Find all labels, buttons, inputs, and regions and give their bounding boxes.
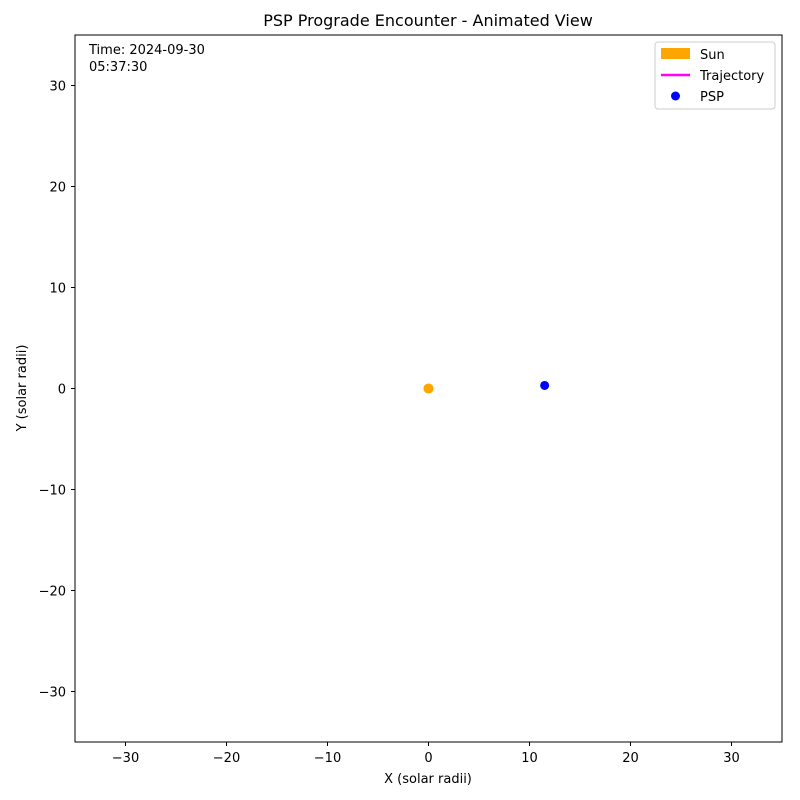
- time-annotation-line2: 05:37:30: [89, 60, 147, 75]
- y-tick-label: −20: [39, 585, 66, 600]
- sun-marker: [423, 383, 434, 394]
- y-tick-label: 30: [49, 80, 66, 95]
- x-tick-label: 20: [622, 751, 639, 766]
- legend-psp-swatch: [671, 91, 680, 101]
- legend-sun-swatch: [661, 48, 690, 59]
- x-axis-label: X (solar radii): [384, 772, 472, 787]
- legend-psp-label: PSP: [700, 90, 724, 105]
- x-tick-label: −30: [112, 751, 139, 766]
- y-tick-label: −10: [39, 484, 66, 499]
- psp-marker: [540, 380, 550, 390]
- y-axis: −30 −20 −10 0 10 20 30: [39, 80, 75, 701]
- x-tick-label: −20: [213, 751, 240, 766]
- chart-title: PSP Prograde Encounter - Animated View: [263, 11, 593, 30]
- y-tick-label: 0: [58, 383, 66, 398]
- y-tick-label: 20: [49, 181, 66, 196]
- x-tick-label: 0: [424, 751, 432, 766]
- y-tick-label: 10: [49, 282, 66, 297]
- x-tick-label: 10: [521, 751, 538, 766]
- legend: Sun Trajectory PSP: [654, 41, 776, 110]
- x-tick-label: 30: [723, 751, 740, 766]
- time-annotation-line1: Time: 2024-09-30: [88, 43, 205, 58]
- plot-marks: [423, 380, 550, 394]
- legend-sun-label: Sun: [700, 48, 725, 63]
- legend-trajectory-label: Trajectory: [699, 69, 764, 84]
- y-axis-label: Y (solar radii): [15, 345, 30, 433]
- x-axis: −30 −20 −10 0 10 20 30: [112, 742, 740, 766]
- y-tick-label: −30: [39, 686, 66, 701]
- x-tick-label: −10: [314, 751, 341, 766]
